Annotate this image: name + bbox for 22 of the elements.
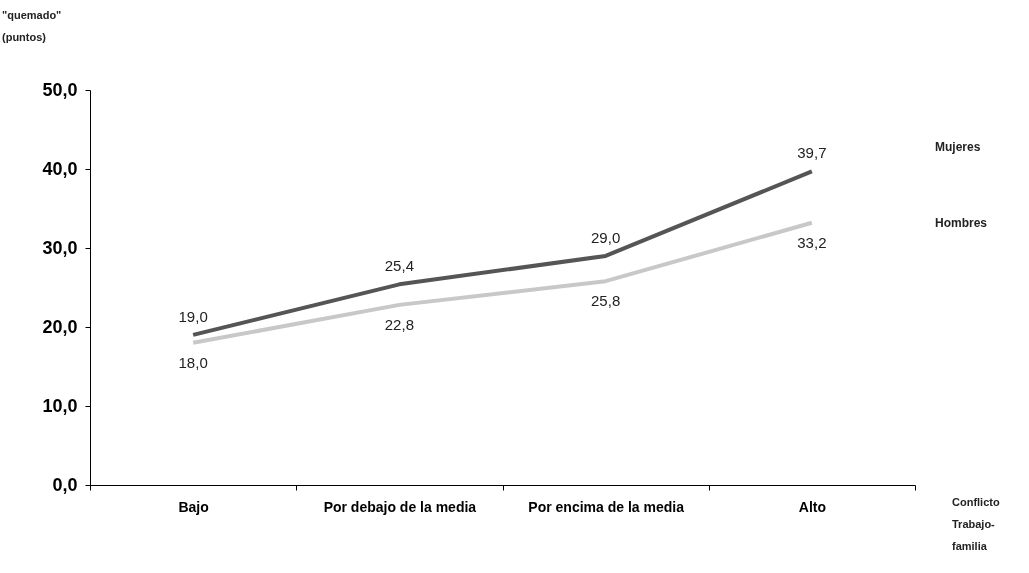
y-tick-label: 30,0 (42, 237, 78, 258)
data-label: 19,0 (178, 307, 208, 325)
x-tick-label: Por encima de la media (528, 498, 685, 515)
data-label: 22,8 (384, 315, 414, 333)
text: Mujeres (935, 140, 981, 155)
x-tick-label: Bajo (178, 498, 209, 515)
x-tick-label: Por debajo de la media (323, 498, 477, 515)
text: Hombres (935, 215, 988, 230)
data-label: 33,2 (797, 233, 827, 251)
y-tick-label: 10,0 (42, 395, 78, 416)
data-label: 39,7 (797, 144, 827, 162)
data-label: 25,4 (384, 257, 414, 275)
x-axis-title: Conflicto Trabajo- familia (952, 496, 1000, 552)
data-label: 18,0 (178, 353, 208, 371)
y-tick-label: 40,0 (42, 158, 78, 179)
data-label: 25,8 (591, 292, 621, 310)
y-axis-title: "quemado" (puntos) (2, 9, 62, 43)
data-label: 29,0 (591, 228, 621, 246)
y-tick-label: 20,0 (42, 316, 78, 337)
y-tick-label: 0,0 (52, 474, 78, 495)
x-tick-label: Alto (798, 498, 826, 515)
y-tick-label: 50,0 (42, 79, 78, 100)
